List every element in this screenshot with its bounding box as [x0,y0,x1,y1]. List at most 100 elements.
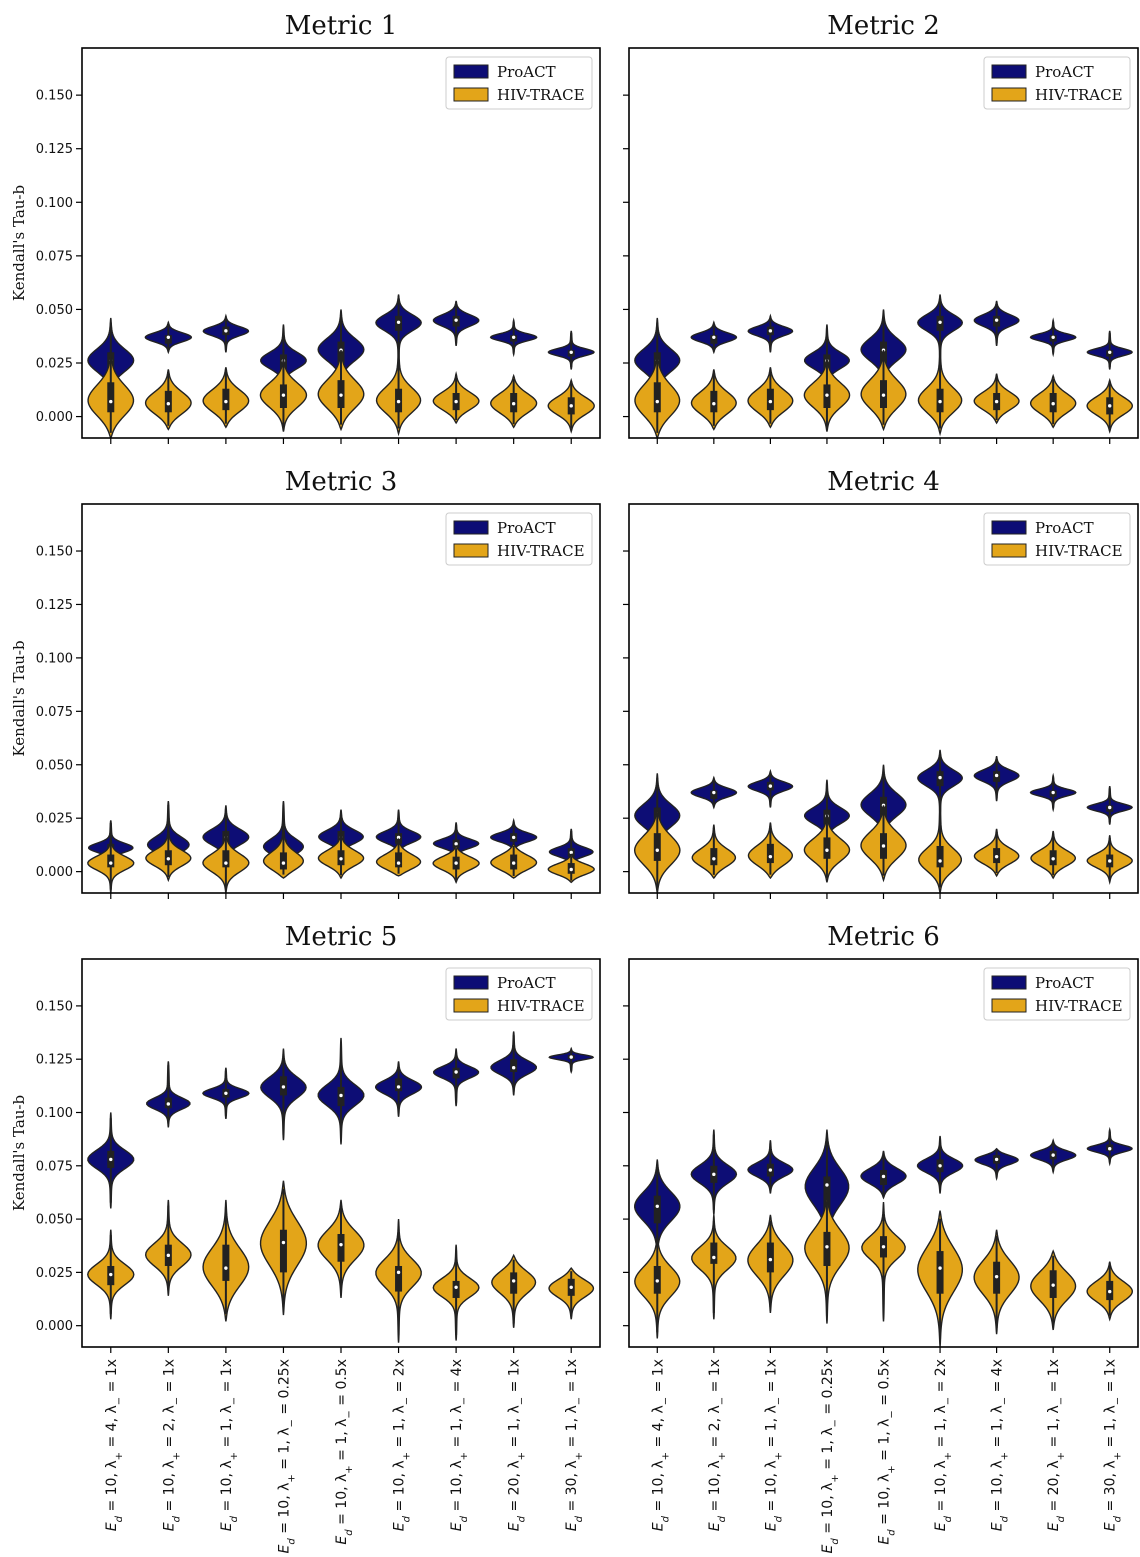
y-tick-label: 0.025 [36,1266,73,1281]
median-point [938,1164,942,1168]
hivtrace-violin [918,801,962,893]
median-point [881,1245,886,1249]
iqr-box [710,790,718,799]
iqr-box [653,1195,661,1224]
proact-violin [973,756,1020,802]
median-point [938,1266,942,1270]
median-point [881,844,886,848]
proact-violin [974,1147,1019,1181]
median-point [768,784,773,788]
median-point [1108,350,1112,354]
hivtrace-violin [803,358,851,432]
legend: ProACT HIV-TRACE [445,967,593,1021]
median-point [569,850,573,855]
hivtrace-violin [1030,830,1077,880]
median-point [396,835,401,840]
hivtrace-violin [973,828,1020,878]
y-tick-label: 0.075 [36,705,73,720]
iqr-box [653,833,661,861]
median-point [511,1279,516,1283]
iqr-box [710,390,718,413]
median-point [655,848,659,852]
iqr-box [710,335,718,344]
proact-violin [1086,785,1134,825]
hivtrace-violin [262,820,305,879]
legend-swatch [991,975,1027,990]
median-point [569,1285,573,1290]
panel-title: Metric 3 [285,467,398,497]
legend-label: ProACT [497,519,556,537]
y-tick-label: 0.025 [36,357,73,372]
median-point [166,857,171,861]
median-point [655,1204,659,1208]
median-point [454,399,458,404]
proact-violin [690,320,738,355]
x-tick-label: Ed = 10, λ+ = 4, λ− = 1x [650,1359,671,1531]
proact-violin [548,828,594,867]
hivtrace-violin [375,1219,422,1343]
hivtrace-violin [144,1199,192,1296]
iqr-box [107,854,115,868]
proact-violin [490,1031,537,1096]
hivtrace-violin [861,1201,906,1322]
hivtrace-violin [144,369,192,431]
x-tick-label: Ed = 10, λ+ = 1, λ− = 0.5x [334,1359,355,1545]
panel-6: Metric 6 Ed = 10, λ+ = 4, λ− = 1x Ed = 10,… [623,922,1139,1553]
hivtrace-violin [747,822,794,880]
iqr-box [710,848,718,866]
hivtrace-violin [860,805,907,883]
hivtrace-violin [917,1210,964,1347]
legend-swatch [991,998,1027,1013]
panel-title: Metric 2 [827,11,940,41]
iqr-box [395,1078,403,1092]
median-point [938,775,942,780]
hivtrace-violin [634,1233,681,1339]
median-point [1051,402,1055,406]
panel-title: Metric 6 [827,922,940,952]
iqr-box [936,1251,944,1294]
proact-violin [1029,772,1077,813]
x-tick-label: Ed = 10, λ+ = 1, λ− = 2x [933,1359,954,1531]
hivtrace-violin [917,345,963,437]
hivtrace-violin [490,373,538,429]
hivtrace-violin [633,807,681,893]
proact-violin [917,749,964,817]
hivtrace-violin [1086,1261,1133,1322]
median-point [1051,335,1055,339]
iqr-box [279,1229,287,1273]
legend-swatch [453,975,489,990]
median-point [454,1070,458,1074]
median-point [166,402,171,406]
median-point [881,393,886,397]
legend-swatch [991,87,1027,102]
median-point [994,773,999,778]
y-tick-label: 0.050 [36,303,73,318]
plot-area [634,1126,1133,1347]
legend-label: HIV-TRACE [1035,86,1123,104]
y-tick-label: 0.075 [36,1159,73,1174]
hivtrace-violin [375,345,422,437]
hivtrace-violin [317,830,365,880]
x-tick-label: Ed = 10, λ+ = 1, λ− = 1x [219,1359,240,1531]
hivtrace-violin [259,358,308,432]
median-point [712,402,716,406]
median-point [339,1242,343,1247]
iqr-box [452,1280,460,1298]
median-point [768,1168,773,1172]
y-tick-label: 0.075 [36,249,73,264]
y-tick-label: 0.050 [36,758,73,773]
x-tick-label: Ed = 30, λ+ = 1, λ− = 1x [564,1359,585,1531]
median-point [1108,805,1112,810]
median-point [109,861,113,865]
median-point [1051,790,1055,795]
hivtrace-violin [973,373,1020,425]
x-tick-label: Ed = 20, λ+ = 1, λ− = 1x [1046,1359,1067,1531]
median-point [569,404,573,408]
panel-5: Metric 5 0.000 0.025 0.050 0.075 0.100 0.125 0.… [10,922,601,1553]
iqr-box [222,850,230,868]
median-point [881,1174,886,1179]
median-point [1108,859,1112,863]
median-point [994,318,999,322]
iqr-box [395,1265,403,1292]
median-point [339,393,343,397]
